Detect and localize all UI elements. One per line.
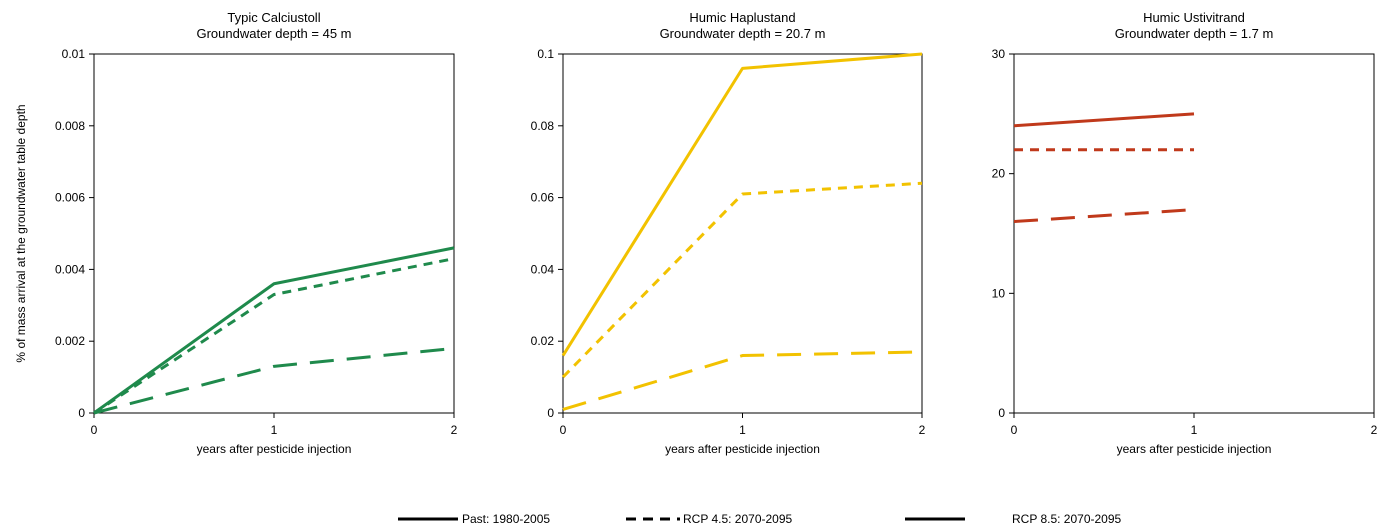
- series-line-solid: [561, 52, 923, 357]
- legend-label: RCP 8.5: 2070-2095: [1012, 512, 1122, 526]
- x-axis-label: years after pesticide injection: [1117, 442, 1272, 456]
- x-tick-label: 2: [451, 423, 458, 437]
- y-axis-label: % of mass arrival at the groundwater tab…: [14, 104, 28, 362]
- y-tick-label: 0: [547, 406, 554, 420]
- y-tick-label: 0.008: [55, 119, 85, 133]
- series-line-longdash: [562, 350, 923, 411]
- legend-label: Past: 1980-2005: [462, 512, 550, 526]
- series-line-solid: [1013, 112, 1195, 128]
- y-tick-label: 10: [992, 286, 1006, 300]
- x-tick-label: 0: [560, 423, 567, 437]
- series-line-solid: [93, 246, 455, 415]
- y-tick-label: 0.06: [531, 191, 555, 205]
- y-tick-label: 0.08: [531, 119, 555, 133]
- x-tick-label: 1: [271, 423, 278, 437]
- legend-label: RCP 4.5: 2070-2095: [683, 512, 793, 526]
- series-line-longdash: [93, 346, 455, 415]
- y-tick-label: 0.01: [62, 47, 86, 61]
- panel-subtitle: Groundwater depth = 1.7 m: [1115, 26, 1274, 41]
- y-tick-label: 0.002: [55, 334, 85, 348]
- series-line-longdash: [1013, 208, 1195, 224]
- y-tick-label: 0: [998, 406, 1005, 420]
- y-tick-label: 0: [78, 406, 85, 420]
- series-line-dashed: [93, 257, 455, 415]
- y-tick-label: 0.006: [55, 191, 85, 205]
- plot-frame: [562, 53, 923, 414]
- y-tick-label: 30: [992, 47, 1006, 61]
- y-tick-label: 20: [992, 167, 1006, 181]
- y-tick-label: 0.04: [531, 262, 555, 276]
- panel-subtitle: Groundwater depth = 20.7 m: [660, 26, 826, 41]
- y-tick-label: 0.1: [537, 47, 554, 61]
- x-axis-label: years after pesticide injection: [665, 442, 820, 456]
- y-tick-label: 0.02: [531, 334, 555, 348]
- panel-subtitle: Groundwater depth = 45 m: [196, 26, 351, 41]
- x-tick-label: 1: [739, 423, 746, 437]
- x-tick-label: 2: [1371, 423, 1378, 437]
- x-tick-label: 0: [1011, 423, 1018, 437]
- legend: Past: 1980-2005 RCP 4.5: 2070-2095 RCP 8.5…: [398, 512, 1122, 526]
- x-tick-label: 0: [91, 423, 98, 437]
- panel-title: Typic Calciustoll: [227, 10, 320, 25]
- x-tick-label: 1: [1191, 423, 1198, 437]
- y-tick-label: 0.004: [55, 262, 85, 276]
- series-line-dashed: [561, 181, 923, 379]
- x-tick-label: 2: [919, 423, 926, 437]
- panel-title: Humic Haplustand: [689, 10, 795, 25]
- panel-title: Humic Ustivitrand: [1143, 10, 1245, 25]
- plot-frame: [93, 53, 455, 414]
- x-axis-label: years after pesticide injection: [197, 442, 352, 456]
- plot-frame: [1013, 53, 1375, 414]
